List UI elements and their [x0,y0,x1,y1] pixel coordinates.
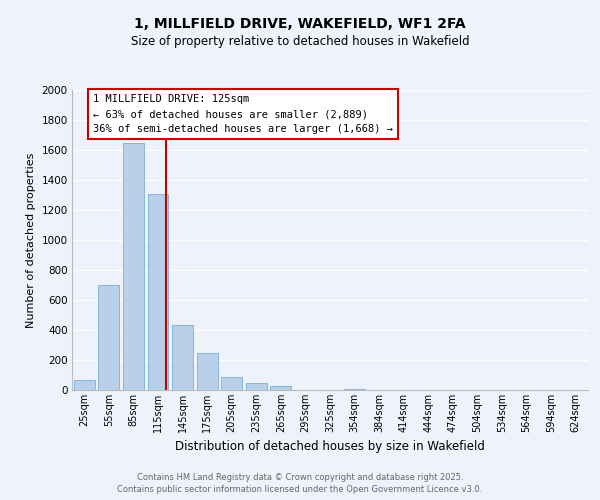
Bar [123,142,144,390]
Bar [271,386,292,390]
Text: Size of property relative to detached houses in Wakefield: Size of property relative to detached ho… [131,35,469,48]
Bar [344,388,365,390]
Bar [246,382,267,390]
Text: 1, MILLFIELD DRIVE, WAKEFIELD, WF1 2FA: 1, MILLFIELD DRIVE, WAKEFIELD, WF1 2FA [134,18,466,32]
Bar [221,377,242,390]
Text: 1 MILLFIELD DRIVE: 125sqm
← 63% of detached houses are smaller (2,889)
36% of se: 1 MILLFIELD DRIVE: 125sqm ← 63% of detac… [93,94,393,134]
Bar [197,352,218,390]
Y-axis label: Number of detached properties: Number of detached properties [26,152,36,328]
Bar [74,380,95,390]
Bar [148,194,169,390]
Bar [98,285,119,390]
Bar [172,325,193,390]
X-axis label: Distribution of detached houses by size in Wakefield: Distribution of detached houses by size … [175,440,485,454]
Text: Contains HM Land Registry data © Crown copyright and database right 2025.
Contai: Contains HM Land Registry data © Crown c… [118,472,482,494]
